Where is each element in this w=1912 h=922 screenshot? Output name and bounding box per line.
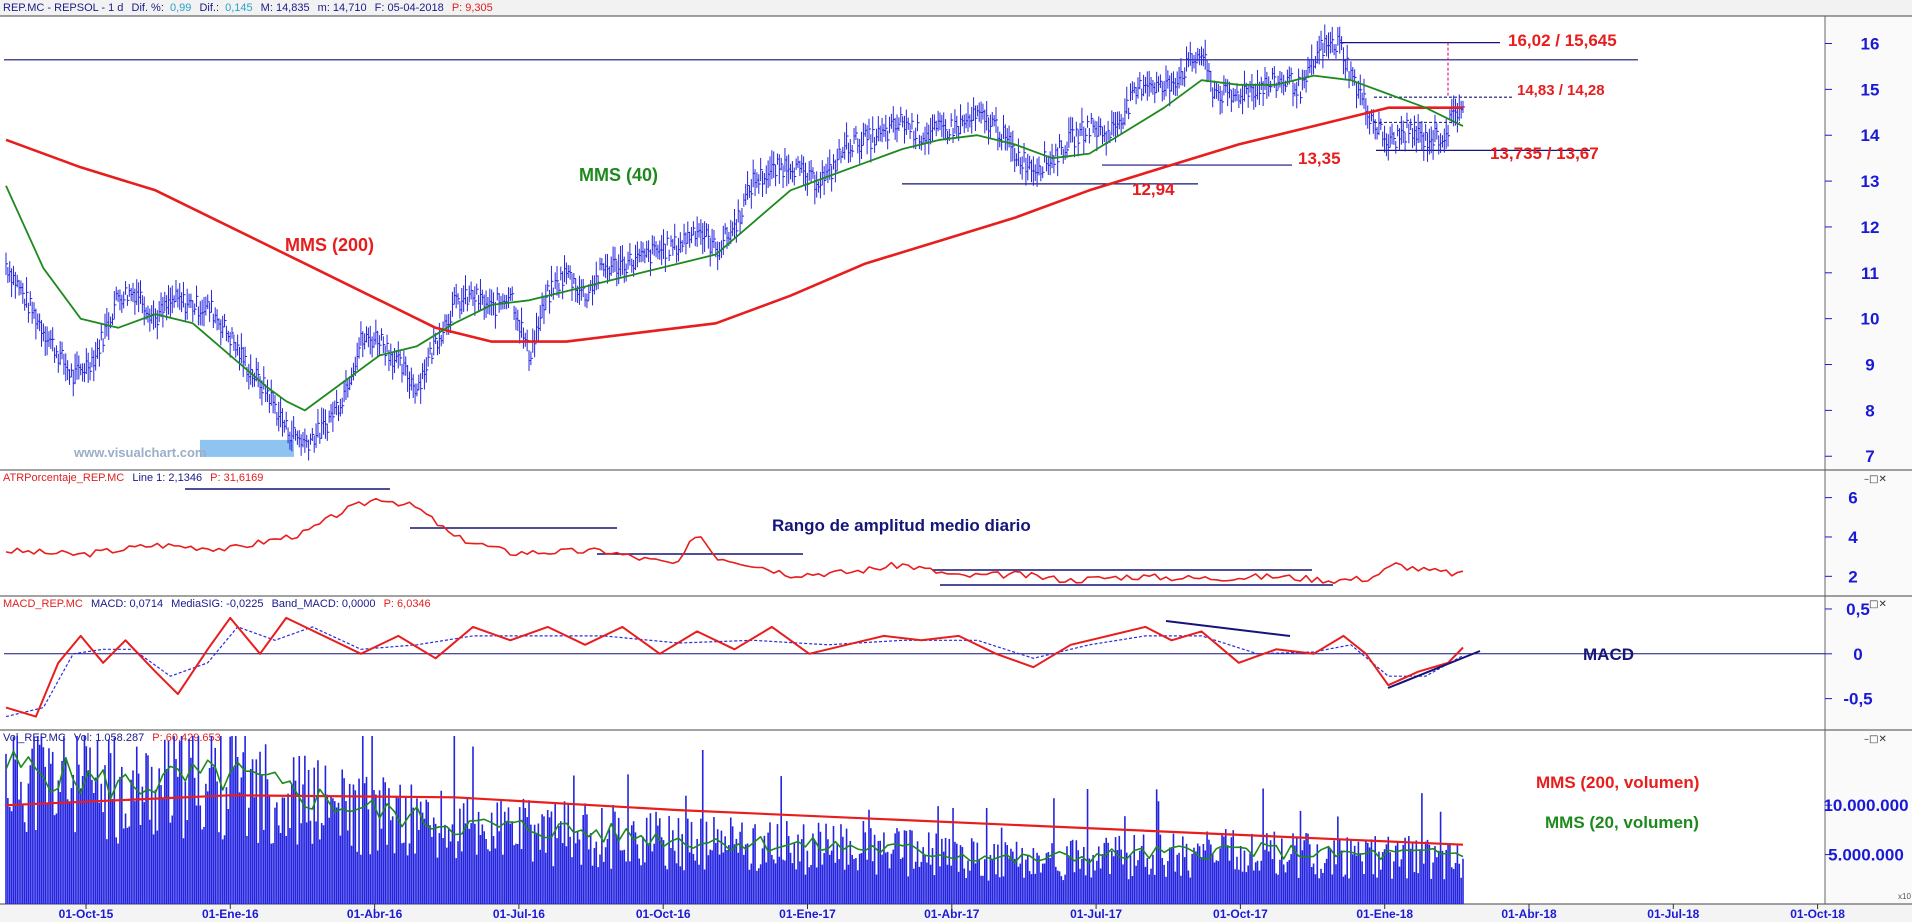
mms40-line: [5, 74, 1464, 412]
atr-name: ATRPorcentaje_REP.MC: [3, 472, 124, 484]
vol-mms200-label: MMS (200, volumen): [1536, 773, 1699, 792]
price-tick-label: 15: [1861, 80, 1880, 99]
time-tick-label: 01-Oct-18: [1790, 907, 1845, 921]
time-axis-bar: [0, 904, 1912, 922]
svg-text:MACD_REP.MC MACD: 0,0714: MACD_REP.MC MACD: 0,0714 MediaSIG: -0,02…: [3, 598, 431, 610]
price-tick-label: 11: [1861, 264, 1879, 283]
atr-tick-label: 2: [1848, 567, 1857, 586]
atr-title: Rango de amplitud medio diario: [772, 516, 1031, 535]
support-2-label: 13,35: [1298, 149, 1341, 168]
price-tick-label: 8: [1865, 401, 1874, 420]
svg-text:ATRPorcentaje_REP.MC Line: ATRPorcentaje_REP.MC Line 1: 2,1346 P: 3…: [3, 472, 263, 484]
mms200-line: [5, 106, 1463, 343]
mms40-annotation: MMS (40): [579, 165, 658, 185]
time-tick-label: 01-Jul-17: [1070, 907, 1122, 921]
atr-tick-label: 6: [1848, 489, 1857, 508]
time-tick-label: 01-Ene-17: [779, 907, 836, 921]
vol-mms20-line: [5, 750, 1464, 864]
svg-text:REP.MC - REPSOL - 1 d Dif.: REP.MC - REPSOL - 1 d Dif. %: 0,99 Dif.:…: [3, 2, 493, 14]
atr-window-controls[interactable]: –□✕: [1864, 474, 1887, 485]
volume-panel: 10.000.000 5.000.000: [5, 736, 1909, 904]
price-tick-label: 9: [1865, 356, 1874, 375]
dif-pct-value: 0,99: [170, 2, 191, 14]
atr-tick-label: 4: [1848, 528, 1858, 547]
macd-title: MACD: [1583, 645, 1634, 664]
price-bars: [5, 24, 1465, 461]
symbol-label: REP.MC - REPSOL - 1 d: [3, 2, 123, 14]
price-tick-label: 16: [1861, 35, 1880, 54]
macd-signal-line: [5, 626, 1464, 718]
macd-name: MACD_REP.MC: [3, 598, 83, 610]
panel-frame: [0, 15, 1912, 905]
corner-tag: x10: [1898, 892, 1911, 901]
low-zone-highlight: [200, 439, 294, 457]
macd-tick-label: -0,5: [1843, 690, 1872, 709]
atr-line-value: Line 1: 2,1346: [132, 472, 202, 484]
vol-tick-label: 10.000.000: [1823, 796, 1908, 815]
time-axis: 01-Oct-15 01-Ene-16 01-Abr-16 01-Jul-16 01-O…: [59, 904, 1845, 921]
macd-value: MACD: 0,0714: [91, 598, 163, 610]
header-bar: [0, 0, 1912, 16]
vol-window-controls[interactable]: –□✕: [1864, 734, 1887, 745]
dif-value: 0,145: [225, 2, 253, 14]
time-tick-label: 01-Ene-16: [202, 907, 259, 921]
macd-tick-label: 0,5: [1846, 600, 1870, 619]
vol-p-value: P: 60.429.653: [152, 732, 221, 744]
macd-p-value: P: 6,0346: [384, 598, 431, 610]
resistance-2-label: 14,83 / 14,28: [1517, 82, 1605, 99]
atr-line: [5, 497, 1464, 585]
vol-mms20-label: MMS (20, volumen): [1545, 813, 1699, 832]
macd-divergence-line: [1165, 620, 1291, 637]
macd-tick-label: 0: [1853, 645, 1862, 664]
dif-label: Dif.:: [199, 2, 219, 14]
mms200-annotation: MMS (200): [285, 235, 374, 255]
volume-bars: [5, 736, 1464, 904]
macd-sig-value: MediaSIG: -0,0225: [171, 598, 263, 610]
time-tick-label: 01-Abr-16: [347, 907, 403, 921]
price-tick-label: 13: [1861, 172, 1880, 191]
time-tick-label: 01-Oct-16: [636, 907, 691, 921]
vol-value: Vol: 1.058.287: [74, 732, 144, 744]
axis-strip: [1825, 16, 1912, 906]
macd-line: [5, 616, 1464, 718]
macd-panel: 0,5 0 -0,5: [4, 600, 1873, 718]
time-tick-label: 01-Oct-17: [1213, 907, 1268, 921]
vol-mms200-line: [5, 794, 1464, 846]
macd-band-value: Band_MACD: 0,0000: [272, 598, 376, 610]
date-value: F: 05-04-2018: [375, 2, 444, 14]
price-tick-label: 14: [1861, 126, 1880, 145]
macd-window-controls[interactable]: –□✕: [1864, 599, 1887, 610]
max-value: M: 14,835: [261, 2, 310, 14]
time-tick-label: 01-Oct-15: [59, 907, 114, 921]
price-panel: 16 15 14 13 12 11 10 9 8 7: [4, 24, 1880, 466]
price-tick-label: 10: [1861, 310, 1880, 329]
time-tick-label: 01-Jul-16: [493, 907, 545, 921]
watermark: www.visualchart.com: [73, 445, 206, 460]
time-tick-label: 01-Ene-18: [1356, 907, 1413, 921]
svg-text:Vol_REP.MC Vol: 1.058.287: Vol_REP.MC Vol: 1.058.287 P: 60.429.653: [3, 732, 221, 744]
time-tick-label: 01-Abr-18: [1501, 907, 1557, 921]
min-value: m: 14,710: [318, 2, 367, 14]
support-3-label: 12,94: [1132, 180, 1175, 199]
resistance-1-label: 16,02 / 15,645: [1508, 31, 1617, 50]
macd-trend-line: [1387, 650, 1481, 689]
p-value: P: 9,305: [452, 2, 493, 14]
price-tick-label: 12: [1861, 218, 1880, 237]
dif-pct-label: Dif. %:: [132, 2, 164, 14]
support-1-label: 13,735 / 13,67: [1490, 144, 1599, 163]
time-tick-label: 01-Jul-18: [1647, 907, 1699, 921]
price-tick-label: 7: [1865, 447, 1874, 466]
vol-tick-label: 5.000.000: [1828, 846, 1904, 865]
atr-p-value: P: 31,6169: [210, 472, 263, 484]
atr-panel: 6 4 2: [5, 488, 1858, 586]
time-tick-label: 01-Abr-17: [924, 907, 980, 921]
